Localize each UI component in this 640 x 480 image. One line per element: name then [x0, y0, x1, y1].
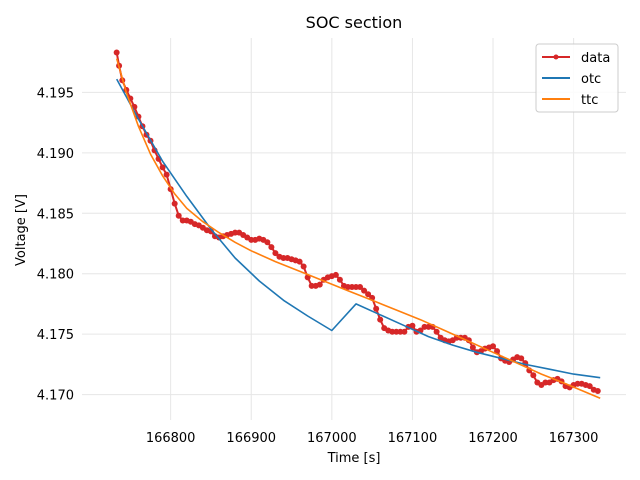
- data-point: [272, 250, 279, 257]
- tick-labels: 166800 166900 167000 167100 167200 167300 4.17…: [37, 86, 599, 446]
- y-tick-label: 4.195: [37, 86, 74, 101]
- data-point: [171, 200, 178, 207]
- y-tick-label: 4.170: [37, 389, 74, 404]
- legend-marker-data: [553, 54, 559, 60]
- chart-title: SOC section: [306, 13, 403, 32]
- y-tick-label: 4.175: [37, 328, 74, 343]
- legend: data otc ttc: [535, 43, 619, 113]
- y-tick-label: 4.190: [37, 147, 74, 162]
- data-point: [409, 322, 416, 329]
- data-point: [586, 383, 593, 390]
- x-tick-label: 166900: [226, 431, 276, 446]
- data-point: [113, 49, 120, 56]
- data-point: [377, 316, 384, 323]
- data-point: [264, 239, 271, 246]
- data-point: [159, 164, 166, 171]
- data-point: [361, 287, 368, 294]
- legend-label-ttc: ttc: [581, 93, 598, 108]
- data-point: [433, 328, 440, 335]
- series-line-ttc: [115, 58, 601, 399]
- data-point: [401, 328, 408, 335]
- data-point: [490, 343, 497, 350]
- data-point: [296, 258, 303, 265]
- data-point: [357, 284, 364, 291]
- y-tick-label: 4.180: [37, 268, 74, 283]
- series-layer: [113, 49, 601, 399]
- x-tick-label: 167300: [549, 431, 599, 446]
- data-point: [365, 291, 372, 298]
- x-tick-label: 166800: [146, 431, 196, 446]
- data-point: [469, 344, 476, 351]
- data-point: [336, 276, 343, 283]
- y-axis-label: Voltage [V]: [14, 194, 29, 266]
- x-axis-label: Time [s]: [327, 451, 381, 466]
- legend-box: [535, 43, 619, 113]
- x-tick-label: 167200: [468, 431, 518, 446]
- data-point: [316, 281, 323, 288]
- x-tick-label: 167000: [307, 431, 357, 446]
- data-point: [373, 305, 380, 312]
- data-point: [175, 212, 182, 219]
- data-point: [518, 355, 525, 362]
- data-point: [163, 171, 170, 178]
- data-point: [300, 263, 307, 270]
- legend-label-data: data: [581, 51, 610, 66]
- data-point: [332, 271, 339, 278]
- x-tick-label: 167100: [388, 431, 438, 446]
- data-point: [594, 387, 601, 394]
- data-point: [268, 244, 275, 251]
- data-point: [530, 372, 537, 379]
- y-tick-label: 4.185: [37, 207, 74, 222]
- series-line-otc: [115, 78, 601, 379]
- legend-label-otc: otc: [581, 72, 601, 87]
